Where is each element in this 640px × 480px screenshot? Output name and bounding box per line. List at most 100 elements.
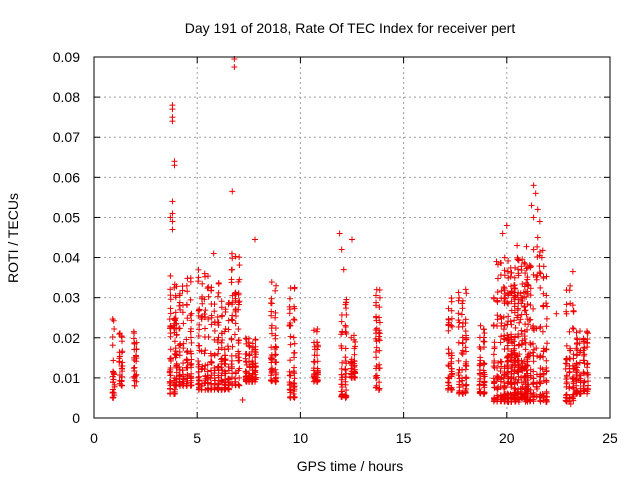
data-point [508, 298, 515, 305]
data-point [494, 289, 501, 296]
data-point [187, 312, 194, 319]
axes: 0 5 10 15 20 25 0 0.01 0.02 0.03 0.04 0.05 0.06 0.07 0… [53, 49, 618, 446]
data-point [508, 350, 515, 357]
data-point [111, 325, 118, 332]
data-point [176, 292, 183, 299]
data-point [338, 393, 345, 400]
data-point [515, 398, 522, 405]
data-point [563, 380, 570, 387]
data-point [338, 371, 345, 378]
data-point [116, 349, 123, 356]
data-point [526, 317, 533, 324]
data-point [183, 336, 190, 343]
data-point [376, 337, 383, 344]
data-point [462, 382, 469, 389]
data-point [342, 358, 349, 365]
data-point [336, 230, 343, 237]
data-point [494, 275, 501, 282]
data-point [352, 374, 359, 381]
data-point [229, 255, 236, 262]
data-point [544, 340, 551, 347]
data-point [211, 364, 218, 371]
data-point [522, 346, 529, 353]
data-point [515, 368, 522, 375]
data-point [236, 365, 243, 372]
data-point [524, 396, 531, 403]
data-point [507, 379, 514, 386]
data-point [569, 375, 576, 382]
data-point [494, 316, 501, 323]
data-point [215, 334, 222, 341]
data-point [268, 279, 275, 286]
data-point [480, 382, 487, 389]
data-point [177, 341, 184, 348]
data-point [507, 394, 514, 401]
data-point [577, 328, 584, 335]
data-point [287, 341, 294, 348]
data-point [516, 319, 523, 326]
data-point [109, 394, 116, 401]
data-point [225, 345, 232, 352]
data-point [456, 384, 463, 391]
data-point [176, 299, 183, 306]
x-tick-label: 25 [602, 430, 618, 446]
data-point [184, 348, 191, 355]
data-point [184, 382, 191, 389]
data-point [272, 376, 279, 383]
data-point [500, 284, 507, 291]
data-point [229, 188, 236, 195]
data-point [573, 329, 580, 336]
data-point [195, 332, 202, 339]
data-point [540, 263, 547, 270]
data-point [497, 378, 504, 385]
data-point [573, 388, 580, 395]
data-point [445, 316, 452, 323]
data-point [530, 358, 537, 365]
data-point [211, 374, 218, 381]
data-point [342, 329, 349, 336]
data-point [494, 298, 501, 305]
data-point [527, 366, 534, 373]
data-point [218, 304, 225, 311]
y-tick-label: 0.05 [53, 209, 80, 225]
data-point [495, 359, 502, 366]
data-point [577, 349, 584, 356]
data-point [236, 262, 243, 269]
data-point [446, 375, 453, 382]
data-point [172, 309, 179, 316]
data-point [273, 359, 280, 366]
data-point [511, 367, 518, 374]
data-point [512, 362, 519, 369]
data-point [171, 338, 178, 345]
data-point [236, 374, 243, 381]
data-point [245, 339, 252, 346]
data-point [236, 357, 243, 364]
data-point [169, 218, 176, 225]
data-point [251, 354, 258, 361]
data-point [173, 332, 180, 339]
data-point [172, 382, 179, 389]
data-point [501, 254, 508, 261]
data-point [215, 350, 222, 357]
data-point [286, 295, 293, 302]
data-point [538, 254, 545, 261]
data-point [232, 369, 239, 376]
data-point [539, 247, 546, 254]
data-point [491, 357, 498, 364]
data-point [511, 333, 518, 340]
data-point [522, 270, 529, 277]
data-point [505, 300, 512, 307]
data-point [499, 230, 506, 237]
data-point [501, 336, 508, 343]
data-point [290, 384, 297, 391]
data-point [504, 390, 511, 397]
data-point [229, 301, 236, 308]
data-point [119, 368, 126, 375]
data-point [459, 390, 466, 397]
data-point [518, 267, 525, 274]
data-point [576, 359, 583, 366]
data-point [514, 314, 521, 321]
data-point [167, 292, 174, 299]
data-point [231, 64, 238, 71]
data-point [228, 266, 235, 273]
